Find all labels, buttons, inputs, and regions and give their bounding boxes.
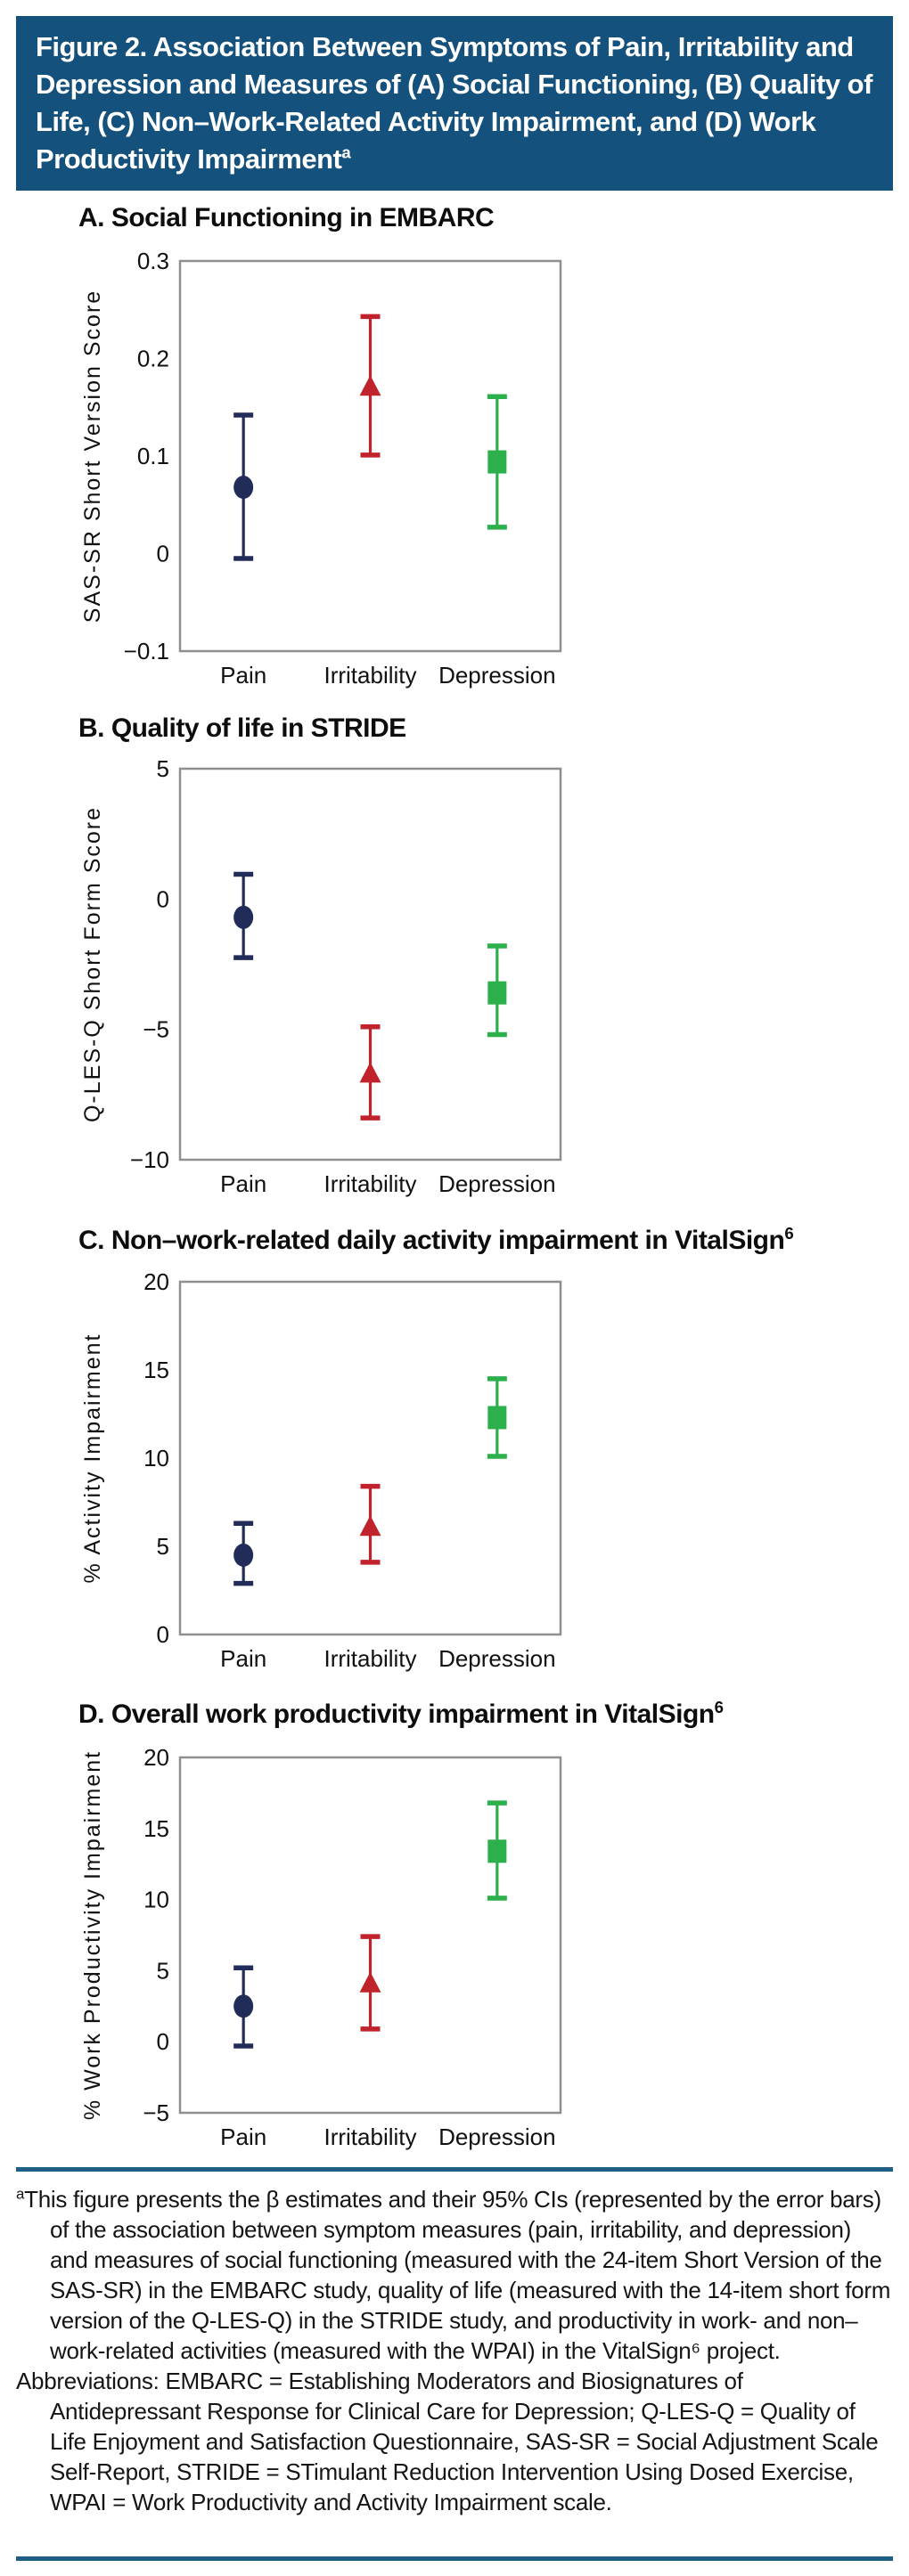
y-tick-label: −5: [143, 1016, 169, 1043]
figure-title-bar: Figure 2. Association Between Symptoms o…: [16, 16, 893, 191]
footnote-abbreviations: Abbreviations: EMBARC = Establishing Mod…: [16, 2368, 879, 2515]
panel-a-title-text: A. Social Functioning in EMBARC: [78, 203, 495, 232]
y-tick-label: 0: [157, 541, 169, 567]
y-tick-label: 0: [157, 1621, 169, 1648]
panel-b-title-text: B. Quality of life in STRIDE: [78, 713, 406, 743]
panel-b-title: B. Quality of life in STRIDE: [78, 713, 880, 744]
irritability-triangle-marker: [359, 375, 381, 396]
panel-c-title-text: C. Non–work-related daily activity impai…: [78, 1226, 785, 1255]
y-axis-label: Q-LES-Q Short Form Score: [80, 806, 105, 1122]
panel-d-title: D. Overall work productivity impairment …: [78, 1698, 880, 1730]
footnote-description-text: This figure presents the β estimates and…: [24, 2186, 891, 2364]
irritability-triangle-marker: [359, 1062, 381, 1083]
y-tick-label: 5: [157, 1533, 169, 1560]
panel-d-title-text: D. Overall work productivity impairment …: [78, 1700, 715, 1729]
y-axis-label: SAS-SR Short Version Score: [80, 289, 105, 623]
panel-c-title: C. Non–work-related daily activity impai…: [78, 1224, 880, 1256]
x-label-irritability: Irritability: [323, 2124, 416, 2150]
y-tick-label: 5: [157, 1957, 169, 1984]
bottom-divider: [16, 2556, 893, 2561]
x-label-depression: Depression: [438, 1645, 556, 1672]
x-label-pain: Pain: [220, 2124, 266, 2150]
footnote: aThis figure presents the β estimates an…: [16, 2184, 893, 2517]
depression-square-marker: [487, 1839, 507, 1863]
y-axis-label: % Activity Impairment: [80, 1333, 105, 1584]
x-label-irritability: Irritability: [323, 662, 416, 689]
footnote-description: aThis figure presents the β estimates an…: [16, 2184, 893, 2366]
irritability-triangle-marker: [359, 1515, 381, 1537]
panel-b-chart: 5 0 −5 −10 Q-LES-Q Short Form Score Pain Irrit…: [80, 755, 562, 1197]
figure-title: Figure 2. Association Between Symptoms o…: [36, 31, 872, 175]
pain-circle-marker: [233, 905, 254, 929]
panel-c-title-sup: 6: [784, 1224, 794, 1243]
depression-square-marker: [487, 450, 507, 474]
y-tick-label: 10: [143, 1887, 169, 1913]
footnote-divider: [16, 2167, 893, 2172]
pain-circle-marker: [233, 1994, 254, 2018]
panel-d-chart: 20 15 10 5 0 −5 % Work Productivity Impairment…: [80, 1744, 562, 2150]
plot-frame: [178, 1756, 562, 2115]
figure-title-footnote-marker: a: [341, 143, 351, 162]
y-tick-label: 0.2: [137, 346, 169, 372]
y-tick-label: 0: [157, 885, 169, 912]
y-tick-label: −5: [143, 2099, 169, 2126]
y-tick-label: 5: [157, 755, 169, 782]
depression-square-marker: [487, 981, 507, 1005]
panel-c-chart: 20 15 10 5 0 % Activity Impairment Pain Irritab…: [80, 1268, 562, 1672]
footnote-marker: a: [16, 2185, 25, 2203]
y-tick-label: 0.1: [137, 443, 169, 469]
pain-circle-marker: [233, 476, 254, 500]
x-label-depression: Depression: [438, 662, 556, 689]
x-label-irritability: Irritability: [323, 1645, 416, 1672]
x-label-depression: Depression: [438, 1170, 556, 1197]
x-label-pain: Pain: [220, 1170, 266, 1197]
x-label-irritability: Irritability: [323, 1170, 416, 1197]
panel-d-title-sup: 6: [714, 1698, 724, 1716]
depression-square-marker: [487, 1406, 507, 1430]
plot-frame: [178, 259, 562, 653]
y-tick-label: 15: [143, 1815, 169, 1842]
panel-a-title: A. Social Functioning in EMBARC: [78, 203, 880, 233]
y-tick-label: −10: [130, 1146, 169, 1173]
plot-frame: [178, 767, 562, 1162]
y-tick-label: 20: [143, 1268, 169, 1295]
y-tick-label: −0.1: [124, 638, 169, 664]
pain-circle-marker: [233, 1543, 254, 1567]
plot-frame: [178, 1280, 562, 1636]
y-tick-label: 20: [143, 1744, 169, 1771]
panel-a-chart: 0.3 0.2 0.1 0 −0.1 SAS-SR Short Version Score…: [80, 248, 562, 689]
y-tick-label: 15: [143, 1357, 169, 1383]
irritability-triangle-marker: [359, 1971, 381, 1993]
x-label-pain: Pain: [220, 662, 266, 689]
y-axis-label: % Work Productivity Impairment: [80, 1750, 105, 2120]
x-label-pain: Pain: [220, 1645, 266, 1672]
x-label-depression: Depression: [438, 2124, 556, 2150]
y-tick-label: 0.3: [137, 248, 169, 274]
y-tick-label: 10: [143, 1445, 169, 1471]
y-tick-label: 0: [157, 2028, 169, 2055]
